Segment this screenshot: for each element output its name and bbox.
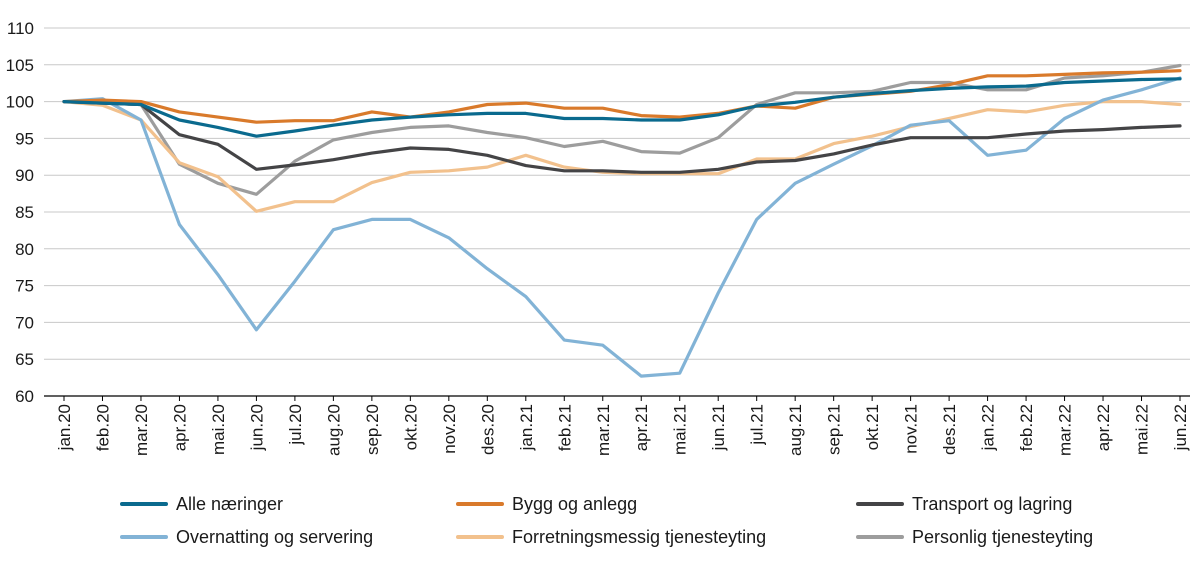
x-tick-label: jun.21 [709,404,728,451]
legend-label: Bygg og anlegg [512,494,637,514]
x-tick-label: mai.22 [1133,404,1152,455]
y-tick-label: 110 [7,19,34,38]
y-tick-label: 105 [6,56,34,75]
x-tick-label: sep.20 [363,404,382,455]
x-tick-label: jun.20 [247,404,266,451]
series-line-overnatting-og-servering [62,76,1182,378]
legend-label: Alle næringer [176,494,283,514]
y-tick-label: 80 [15,240,34,259]
series-line-alle-næringer [62,77,1182,138]
series-line-bygg-og-anlegg [62,69,1182,124]
x-tick-label: jul.21 [748,404,767,446]
legend-label: Overnatting og servering [176,527,373,547]
gridlines [44,27,1190,360]
x-tick-label: sep.21 [825,404,844,455]
legend-label: Personlig tjenesteyting [912,527,1093,547]
legend-label: Forretningsmessig tjenesteyting [512,527,766,547]
series-line-personlig-tjenesteyting [62,63,1182,196]
x-tick-label: nov.20 [440,404,459,454]
x-tick-label: mar.20 [132,404,151,456]
x-tick-label: mai.20 [209,404,228,455]
y-tick-label: 75 [15,277,34,296]
x-tick-label: apr.21 [632,404,651,451]
y-tick-label: 100 [6,93,34,112]
x-tick-label: jan.22 [979,404,998,451]
y-tick-label: 90 [15,166,34,185]
legend: Alle næringer Bygg og anlegg Transport og … [120,494,1093,547]
series-line-transport-og-lagring [62,99,1182,174]
y-axis-tick-labels: 60 65 70 75 80 85 90 95 100 105 110 [6,19,34,406]
x-tick-label: des.21 [940,404,959,455]
y-tick-label: 60 [15,387,34,406]
x-tick-label: feb.21 [555,404,574,451]
x-tick-label: jun.22 [1171,404,1190,451]
x-tick-label: nov.21 [902,404,921,454]
series-lines [62,63,1182,378]
y-tick-label: 70 [15,313,34,332]
x-tick-label: jan.21 [517,404,536,451]
x-tick-label: apr.20 [170,404,189,451]
x-axis-tick-labels: jan.20 feb.20 mar.20 apr.20 mai.20 jun.20 jul.… [55,404,1190,456]
x-tick-label: jul.20 [286,404,305,446]
x-tick-label: des.20 [478,404,497,455]
x-tick-label: feb.22 [1017,404,1036,451]
x-axis [44,395,1190,401]
x-tick-label: mai.21 [671,404,690,455]
x-tick-label: aug.20 [324,404,343,456]
y-tick-label: 85 [15,203,34,222]
x-tick-label: aug.21 [786,404,805,456]
x-tick-label: okt.20 [401,404,420,450]
x-tick-label: jan.20 [55,404,74,451]
y-tick-label: 65 [15,350,34,369]
x-tick-label: feb.20 [93,404,112,451]
legend-label: Transport og lagring [912,494,1072,514]
x-tick-label: okt.21 [863,404,882,450]
x-tick-label: mar.21 [594,404,613,456]
x-tick-label: mar.22 [1056,404,1075,456]
x-tick-label: apr.22 [1094,404,1113,451]
y-tick-label: 95 [15,129,34,148]
